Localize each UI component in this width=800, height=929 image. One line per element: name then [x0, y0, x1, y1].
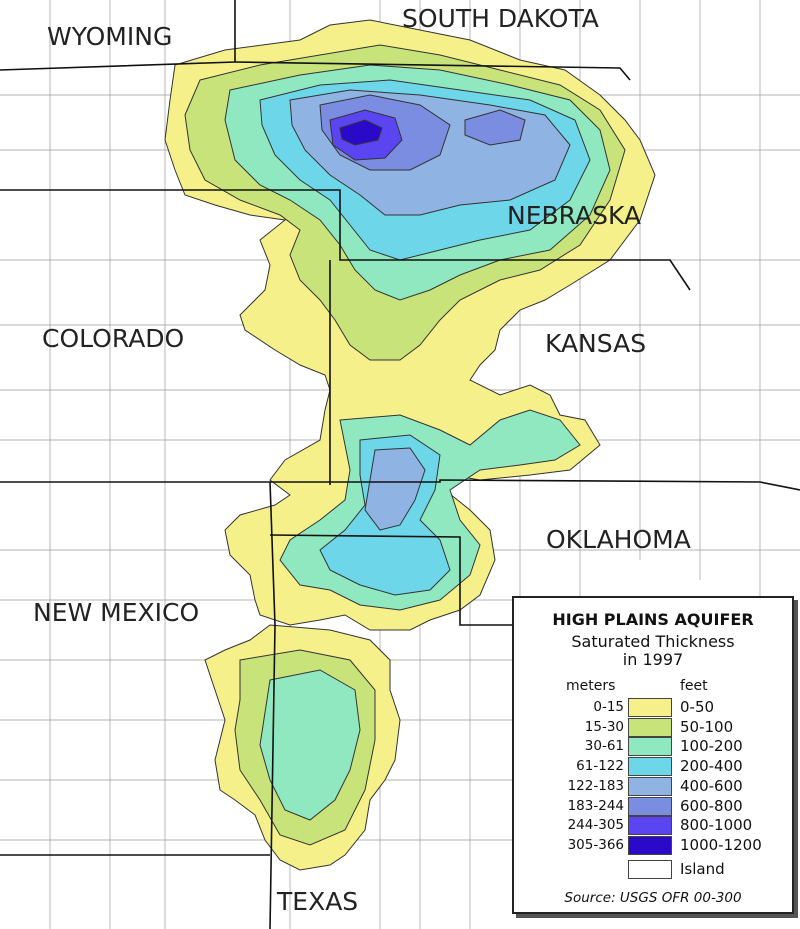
- legend-color-swatch: [628, 796, 672, 816]
- legend-row: 30-61 100-200: [514, 737, 792, 757]
- legend-color-swatch: [628, 737, 672, 757]
- legend-island-label: Island: [680, 860, 725, 878]
- legend-source: Source: USGS OFR 00-300: [564, 890, 742, 906]
- legend-feet-value: 800-1000: [680, 816, 753, 835]
- legend-row: 244-305 800-1000: [514, 816, 792, 836]
- zone-1000-1200: [339, 119, 383, 146]
- legend-feet-value: 400-600: [680, 776, 743, 795]
- legend-meters-value: 0-15: [593, 699, 624, 715]
- legend-row: 305-366 1000-1200: [514, 835, 792, 855]
- zone-100-200-south: [259, 669, 361, 821]
- state-label-nebraska: NEBRASKA: [507, 201, 641, 230]
- legend-meters-header: meters: [566, 678, 616, 694]
- legend-feet-value: 1000-1200: [680, 835, 762, 854]
- legend-feet-value: 0-50: [680, 698, 715, 716]
- legend-subtitle-line2: in 1997: [622, 650, 684, 669]
- legend-color-swatch: [628, 776, 672, 796]
- legend-row: 61-122 200-400: [514, 757, 792, 777]
- legend-meters-value: 244-305: [567, 817, 624, 834]
- legend-meters-value: 61-122: [576, 758, 624, 775]
- aquifer-zones: [164, 19, 656, 871]
- legend-feet-value: 100-200: [680, 737, 743, 756]
- legend-subtitle-line1: Saturated Thickness: [571, 632, 735, 651]
- legend-row: 15-30 50-100: [514, 717, 792, 737]
- state-label-south-dakota: SOUTH DAKOTA: [402, 4, 599, 33]
- legend-color-swatch: [628, 835, 672, 855]
- legend-title: HIGH PLAINS AQUIFER: [552, 610, 754, 629]
- legend-color-swatch: [628, 816, 672, 836]
- legend-island-row: Island: [514, 860, 792, 879]
- legend-feet-header: feet: [680, 678, 708, 694]
- state-label-new-mexico: NEW MEXICO: [33, 598, 199, 627]
- legend-feet-value: 200-400: [680, 757, 743, 776]
- legend-feet-value: 600-800: [680, 796, 743, 815]
- legend-feet-value: 50-100: [680, 717, 734, 736]
- map-legend: HIGH PLAINS AQUIFER Saturated Thickness …: [512, 596, 794, 914]
- zone-400-600-mid: [364, 447, 426, 531]
- legend-island-swatch: [628, 860, 672, 879]
- zone-600-800-east: [464, 109, 526, 146]
- legend-color-swatch: [628, 757, 672, 777]
- legend-row: 122-183 400-600: [514, 776, 792, 796]
- legend-row: 183-244 600-800: [514, 796, 792, 816]
- legend-color-swatch: [628, 698, 672, 717]
- legend-meters-value: 305-366: [567, 836, 624, 853]
- state-label-colorado: COLORADO: [42, 324, 184, 353]
- state-label-texas: TEXAS: [276, 887, 358, 916]
- legend-meters-value: 183-244: [567, 797, 624, 814]
- legend-row: 0-15 0-50: [514, 698, 792, 717]
- legend-meters-value: 15-30: [584, 718, 624, 735]
- state-label-kansas: KANSAS: [545, 329, 646, 358]
- state-label-oklahoma: OKLAHOMA: [546, 525, 691, 554]
- legend-meters-value: 30-61: [584, 738, 624, 755]
- legend-meters-value: 122-183: [567, 777, 624, 794]
- state-label-wyoming: WYOMING: [47, 22, 172, 51]
- legend-color-swatch: [628, 717, 672, 737]
